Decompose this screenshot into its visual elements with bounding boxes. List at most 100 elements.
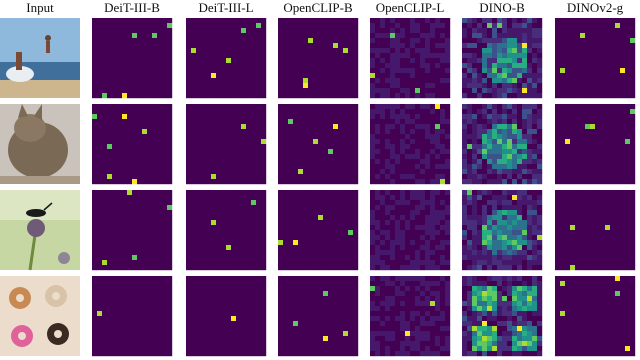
map-cell	[201, 301, 206, 306]
map-cell	[147, 195, 152, 200]
map-cell	[283, 220, 288, 225]
map-cell	[117, 225, 122, 230]
map-cell	[196, 159, 201, 164]
map-cell	[221, 53, 226, 58]
map-cell	[380, 321, 385, 326]
map-cell	[532, 200, 537, 205]
map-cell	[487, 200, 492, 205]
map-cell	[137, 124, 142, 129]
map-cell	[425, 230, 430, 235]
map-cell	[221, 109, 226, 114]
map-cell	[445, 154, 450, 159]
map-cell	[487, 124, 492, 129]
map-cell	[415, 18, 420, 23]
map-cell	[440, 195, 445, 200]
map-cell	[333, 240, 338, 245]
map-cell	[167, 326, 172, 331]
map-cell	[400, 260, 405, 265]
map-cell	[97, 220, 102, 225]
map-cell	[390, 78, 395, 83]
map-cell	[308, 23, 313, 28]
map-cell	[445, 169, 450, 174]
map-cell	[236, 296, 241, 301]
map-cell	[440, 276, 445, 281]
map-cell	[400, 205, 405, 210]
map-cell	[420, 336, 425, 341]
map-cell	[512, 58, 517, 63]
map-cell	[112, 276, 117, 281]
map-cell	[278, 169, 283, 174]
map-cell	[288, 18, 293, 23]
map-cell	[527, 205, 532, 210]
map-cell	[283, 321, 288, 326]
map-cell	[298, 149, 303, 154]
map-cell	[216, 210, 221, 215]
map-cell	[512, 250, 517, 255]
map-cell	[186, 346, 191, 351]
map-cell	[261, 174, 266, 179]
map-cell	[482, 58, 487, 63]
map-cell	[333, 149, 338, 154]
map-cell	[186, 144, 191, 149]
map-cell	[157, 311, 162, 316]
map-cell	[288, 109, 293, 114]
map-cell	[132, 68, 137, 73]
map-cell	[97, 276, 102, 281]
map-cell	[512, 114, 517, 119]
map-cell	[157, 336, 162, 341]
map-cell	[206, 114, 211, 119]
map-cell	[216, 306, 221, 311]
map-cell	[512, 28, 517, 33]
map-cell	[278, 164, 283, 169]
map-cell	[507, 73, 512, 78]
map-cell	[323, 154, 328, 159]
map-cell	[137, 43, 142, 48]
map-cell	[206, 119, 211, 124]
map-cell	[430, 336, 435, 341]
map-cell	[186, 265, 191, 270]
map-cell	[137, 159, 142, 164]
map-cell	[318, 336, 323, 341]
map-cell	[328, 48, 333, 53]
map-cell	[211, 169, 216, 174]
map-cell	[348, 78, 353, 83]
map-cell	[298, 286, 303, 291]
map-cell	[127, 58, 132, 63]
map-cell	[186, 73, 191, 78]
map-cell	[343, 119, 348, 124]
map-cell	[303, 88, 308, 93]
map-cell	[415, 260, 420, 265]
map-cell	[201, 104, 206, 109]
map-cell	[298, 210, 303, 215]
map-cell	[370, 281, 375, 286]
map-cell	[241, 331, 246, 336]
map-cell	[221, 205, 226, 210]
map-cell	[167, 78, 172, 83]
map-cell	[196, 58, 201, 63]
map-cell	[127, 190, 132, 195]
map-cell	[256, 134, 261, 139]
map-cell	[512, 144, 517, 149]
map-cell	[467, 230, 472, 235]
map-cell	[256, 149, 261, 154]
map-cell	[353, 159, 358, 164]
map-cell	[400, 23, 405, 28]
map-cell	[400, 114, 405, 119]
map-cell	[191, 276, 196, 281]
map-cell	[241, 114, 246, 119]
map-cell	[216, 48, 221, 53]
map-cell	[390, 38, 395, 43]
map-cell	[343, 33, 348, 38]
map-cell	[196, 306, 201, 311]
map-cell	[162, 179, 167, 184]
map-cell	[328, 326, 333, 331]
map-cell	[211, 33, 216, 38]
map-cell	[117, 119, 122, 124]
map-cell	[318, 195, 323, 200]
map-cell	[251, 255, 256, 260]
map-cell	[487, 260, 492, 265]
map-cell	[415, 109, 420, 114]
map-cell	[112, 134, 117, 139]
map-cell	[323, 144, 328, 149]
map-cell	[132, 58, 137, 63]
